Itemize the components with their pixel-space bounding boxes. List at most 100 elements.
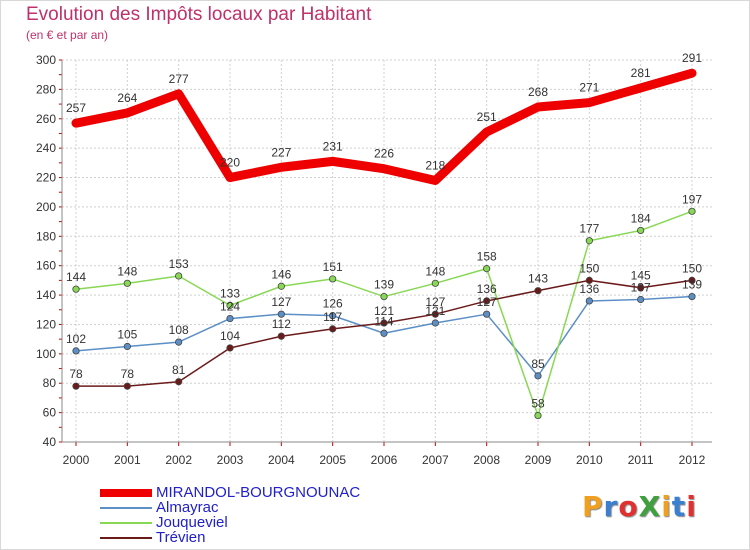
data-label: 277 bbox=[169, 72, 189, 86]
data-point bbox=[226, 344, 234, 352]
data-point bbox=[123, 279, 131, 287]
data-label: 136 bbox=[579, 282, 599, 296]
data-label: 85 bbox=[531, 357, 545, 371]
data-label: 251 bbox=[477, 110, 497, 124]
data-labels: 257 264 277 220 227 231 226 218 251 268 271 281 291 1… bbox=[66, 51, 702, 410]
data-label: 117 bbox=[323, 310, 342, 324]
data-label: 78 bbox=[69, 367, 83, 381]
data-point bbox=[585, 297, 593, 305]
data-point bbox=[123, 342, 131, 351]
x-tick-label: 2001 bbox=[114, 453, 141, 467]
y-tick-label: 140 bbox=[36, 288, 56, 302]
data-point bbox=[175, 272, 183, 280]
data-label: 127 bbox=[425, 295, 445, 309]
x-tick-label: 2011 bbox=[628, 453, 654, 467]
x-tick-label: 2012 bbox=[679, 453, 706, 467]
data-label: 218 bbox=[425, 158, 445, 172]
data-point bbox=[483, 297, 491, 305]
data-label: 127 bbox=[271, 295, 291, 309]
data-label: 139 bbox=[374, 278, 394, 292]
x-tick-label: 2010 bbox=[576, 453, 603, 467]
data-label: 143 bbox=[528, 272, 548, 286]
data-point bbox=[637, 284, 645, 292]
data-label: 58 bbox=[531, 397, 545, 411]
legend-swatch bbox=[100, 522, 152, 524]
data-point bbox=[277, 310, 285, 318]
data-label: 121 bbox=[425, 304, 445, 318]
data-point bbox=[175, 338, 183, 346]
data-label: 121 bbox=[374, 304, 394, 318]
data-label: 124 bbox=[220, 300, 240, 314]
data-point bbox=[483, 310, 491, 318]
data-point bbox=[226, 301, 234, 309]
data-label: 151 bbox=[323, 260, 343, 274]
data-point bbox=[534, 411, 542, 420]
y-tick-label: 80 bbox=[43, 376, 57, 390]
y-tick-label: 100 bbox=[36, 347, 56, 361]
data-label: 264 bbox=[117, 91, 137, 105]
x-tick-label: 2007 bbox=[422, 453, 449, 467]
proxiti-logo: ProXiti bbox=[582, 490, 697, 523]
line-chart: 40 60 80 100 120 140 160 180 200 220 240 260 280 300 2… bbox=[36, 51, 712, 467]
data-point bbox=[483, 265, 491, 273]
data-point bbox=[329, 325, 337, 333]
data-point bbox=[329, 275, 337, 283]
data-point bbox=[431, 319, 439, 327]
x-tick-label: 2005 bbox=[319, 453, 346, 467]
y-tick-label: 300 bbox=[36, 53, 56, 67]
logo-letter: o bbox=[618, 490, 639, 523]
data-point bbox=[123, 382, 131, 390]
data-label: 112 bbox=[272, 317, 291, 331]
legend-swatch bbox=[100, 537, 152, 539]
data-point bbox=[329, 312, 337, 320]
data-label: 126 bbox=[323, 297, 343, 311]
legend-label: Trévien bbox=[156, 529, 206, 546]
data-label: 114 bbox=[374, 314, 393, 328]
logo-letter: t bbox=[671, 490, 687, 523]
data-label: 227 bbox=[271, 145, 291, 159]
logo-letter: r bbox=[603, 490, 619, 523]
data-point bbox=[175, 378, 183, 386]
data-point bbox=[688, 207, 696, 215]
logo-letter: X bbox=[638, 490, 662, 523]
data-label: 231 bbox=[323, 139, 343, 153]
y-tick-label: 160 bbox=[36, 259, 56, 273]
data-point bbox=[534, 287, 542, 295]
data-point bbox=[534, 372, 542, 380]
data-point bbox=[688, 276, 696, 284]
data-point bbox=[380, 329, 388, 337]
data-label: 158 bbox=[477, 250, 497, 264]
x-tick-label: 2009 bbox=[525, 453, 552, 467]
data-label: 150 bbox=[682, 261, 702, 275]
data-label: 177 bbox=[579, 222, 599, 236]
data-label: 127 bbox=[477, 295, 497, 309]
data-point bbox=[226, 314, 234, 323]
chart-subtitle: (en € et par an) bbox=[26, 28, 109, 42]
data-point bbox=[585, 237, 593, 245]
logo-letter: i bbox=[661, 490, 672, 523]
legend-swatch bbox=[100, 489, 152, 497]
data-point bbox=[637, 226, 645, 235]
data-label: 145 bbox=[631, 269, 651, 283]
data-label: 78 bbox=[121, 367, 135, 381]
data-label: 271 bbox=[579, 81, 599, 95]
y-tick-label: 120 bbox=[36, 317, 56, 331]
legend-swatch bbox=[100, 507, 152, 509]
data-point bbox=[637, 295, 645, 304]
data-label: 197 bbox=[682, 192, 702, 206]
y-tick-label: 200 bbox=[36, 200, 56, 214]
data-label: 226 bbox=[374, 147, 394, 161]
data-label: 184 bbox=[631, 211, 651, 225]
x-tick-label: 2002 bbox=[165, 453, 192, 467]
y-tick-label: 260 bbox=[36, 112, 56, 126]
data-label: 133 bbox=[220, 286, 240, 300]
x-tick-label: 2004 bbox=[268, 453, 295, 467]
data-label: 220 bbox=[220, 156, 240, 170]
logo-letter: i bbox=[686, 490, 697, 523]
plot-area bbox=[62, 60, 712, 442]
data-label: 108 bbox=[169, 323, 189, 337]
x-tick-label: 2003 bbox=[217, 453, 244, 467]
data-label: 102 bbox=[66, 332, 86, 346]
data-label: 281 bbox=[631, 66, 651, 80]
series bbox=[71, 68, 697, 420]
